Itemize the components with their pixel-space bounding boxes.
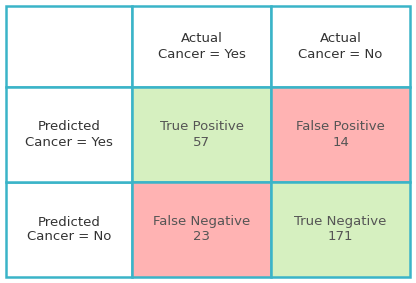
Bar xyxy=(6,6,132,87)
Text: True Positive
57: True Positive 57 xyxy=(159,121,243,149)
Bar xyxy=(132,6,271,87)
Bar xyxy=(132,182,271,277)
Bar xyxy=(271,6,410,87)
Text: True Negative
171: True Negative 171 xyxy=(294,215,387,243)
Text: Predicted
Cancer = No: Predicted Cancer = No xyxy=(27,215,111,243)
Text: False Negative
23: False Negative 23 xyxy=(153,215,250,243)
Bar xyxy=(271,87,410,182)
Text: False Positive
14: False Positive 14 xyxy=(296,121,385,149)
Text: Actual
Cancer = Yes: Actual Cancer = Yes xyxy=(158,33,245,61)
Bar xyxy=(132,87,271,182)
Text: Predicted
Cancer = Yes: Predicted Cancer = Yes xyxy=(25,121,113,149)
Bar xyxy=(6,182,132,277)
Bar xyxy=(271,182,410,277)
Bar xyxy=(6,87,132,182)
Text: Actual
Cancer = No: Actual Cancer = No xyxy=(298,33,383,61)
